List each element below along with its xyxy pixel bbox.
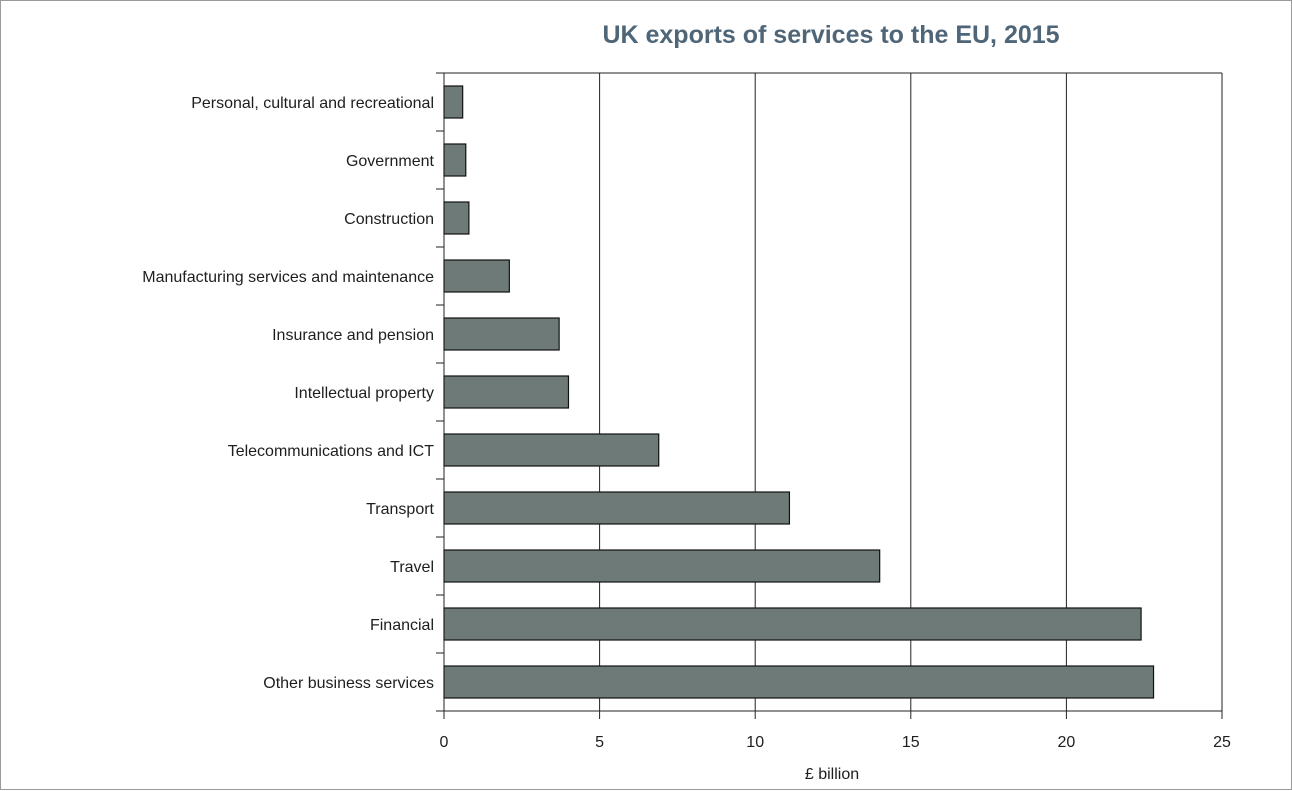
bar — [443, 549, 881, 583]
x-tick-label: 15 — [902, 734, 920, 751]
bar — [443, 433, 660, 467]
x-tick-label: 0 — [440, 734, 449, 751]
bar — [443, 665, 1155, 699]
x-tick-label: 25 — [1213, 734, 1231, 751]
category-label: Transport — [366, 501, 434, 518]
x-tick-label: 10 — [746, 734, 764, 751]
x-axis-label: £ billion — [805, 766, 859, 783]
bar — [443, 143, 467, 177]
category-label: Construction — [344, 211, 434, 228]
bar — [443, 317, 560, 351]
bar — [443, 201, 470, 235]
category-label: Financial — [370, 617, 434, 634]
category-label: Intellectual property — [294, 385, 434, 402]
category-label: Manufacturing services and maintenance — [142, 269, 434, 286]
chart-title: UK exports of services to the EU, 2015 — [602, 21, 1059, 49]
grid-lines — [599, 73, 1223, 711]
category-label: Telecommunications and ICT — [228, 443, 435, 460]
bars — [443, 85, 1155, 699]
category-labels: Personal, cultural and recreational Gover… — [142, 95, 434, 692]
category-label: Insurance and pension — [272, 327, 434, 344]
category-label: Government — [346, 153, 435, 170]
axes — [436, 72, 1223, 719]
bar — [443, 375, 570, 409]
x-tick-labels: 0 5 10 15 20 25 — [440, 734, 1231, 751]
bar — [443, 491, 791, 525]
category-label: Travel — [390, 559, 434, 576]
x-tick-label: 20 — [1058, 734, 1076, 751]
x-tick-label: 5 — [595, 734, 604, 751]
bar — [443, 607, 1142, 641]
bar — [443, 259, 510, 293]
category-label: Other business services — [263, 675, 434, 692]
category-label: Personal, cultural and recreational — [191, 95, 434, 112]
bar — [443, 85, 464, 119]
